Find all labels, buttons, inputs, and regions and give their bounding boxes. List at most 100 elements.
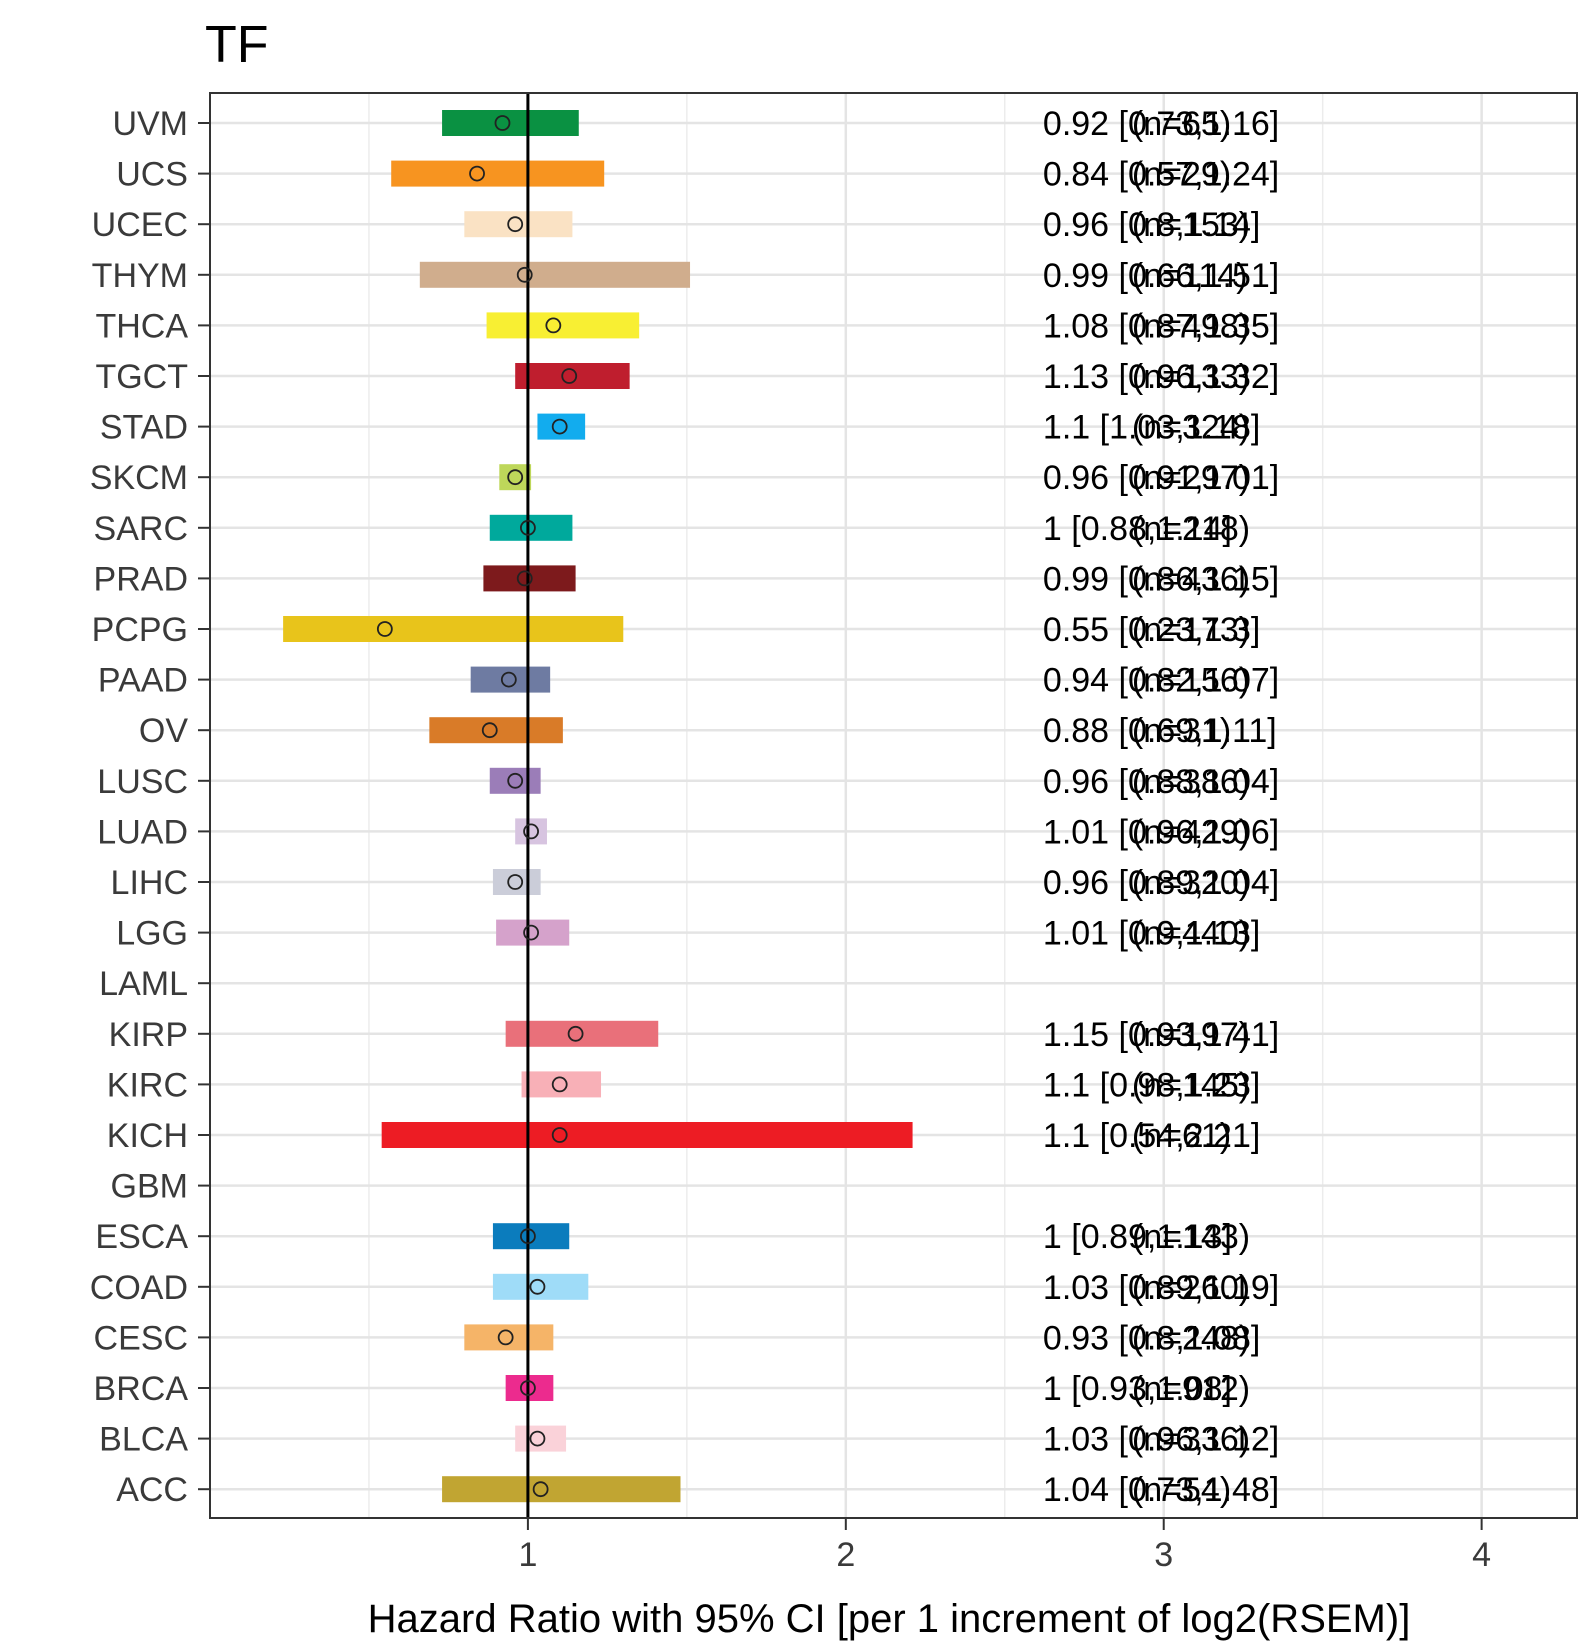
annotations: 0.92 [0.73,1.16](n=65)0.84 [0.57,1.24](n… xyxy=(1043,105,1279,1509)
n-label: (n=320) xyxy=(1132,864,1250,902)
hr-point xyxy=(551,1076,568,1093)
ci-label: 0.88 [0.69,1.11] xyxy=(1043,712,1277,750)
hr-point xyxy=(469,165,485,182)
ci-label: 0.99 [0.86,1.15] xyxy=(1043,560,1279,598)
x-axis-label: Hazard Ratio with 95% CI [per 1 incremen… xyxy=(368,1597,1411,1641)
ci-bars xyxy=(283,110,913,1503)
ci-label: 1 [0.89,1.13] xyxy=(1043,1218,1232,1256)
y-tick-label: LUSC xyxy=(97,763,188,801)
ci-label: 0.92 [0.73,1.16] xyxy=(1043,105,1279,143)
n-label: (n=173) xyxy=(1132,611,1250,649)
n-label: (n=436) xyxy=(1132,560,1250,598)
y-tick-label: UCEC xyxy=(92,206,188,244)
ci-bar xyxy=(492,1273,589,1300)
ci-label: 1.03 [0.89,1.19] xyxy=(1043,1269,1279,1307)
y-tick-label: CESC xyxy=(94,1319,188,1357)
ci-label: 1.04 [0.73,1.48] xyxy=(1043,1471,1279,1509)
ci-bar xyxy=(483,565,576,592)
ci-bar xyxy=(486,312,640,339)
hr-point xyxy=(516,266,533,283)
plot-panel-border xyxy=(209,92,1578,1519)
ci-bar xyxy=(381,1122,913,1148)
hr-point xyxy=(545,317,562,334)
y-tick-label: THCA xyxy=(95,307,188,345)
y-tick-label: KIRC xyxy=(107,1066,188,1104)
ci-label: 1.13 [0.96,1.32] xyxy=(1043,358,1279,396)
y-tick-label: BLCA xyxy=(99,1421,188,1459)
hr-point xyxy=(532,1481,549,1498)
y-tick-label: LIHC xyxy=(111,864,188,902)
ci-bar xyxy=(515,818,547,845)
y-tick-label: LGG xyxy=(116,915,188,953)
n-label: (n=260) xyxy=(1132,1269,1250,1307)
ci-label: 1.01 [0.96,1.06] xyxy=(1043,813,1279,851)
n-label: (n=297) xyxy=(1132,459,1250,497)
y-tick-label: SKCM xyxy=(90,459,188,497)
hr-point xyxy=(551,418,568,435)
ci-label: 0.99 [0.66,1.51] xyxy=(1043,257,1279,295)
n-label: (n=145) xyxy=(1132,1066,1250,1104)
hr-point xyxy=(567,1025,584,1042)
hr-point xyxy=(520,1228,536,1245)
hr-point xyxy=(551,1127,568,1143)
y-tick-label: UCS xyxy=(116,156,188,194)
ci-bar xyxy=(489,514,573,541)
n-label: (n=143) xyxy=(1132,1218,1250,1256)
y-tick-label: KICH xyxy=(107,1117,188,1155)
y-tick-label: COAD xyxy=(90,1269,188,1307)
ci-bar xyxy=(515,363,630,389)
n-label: (n=114) xyxy=(1132,257,1248,295)
ci-bar xyxy=(537,413,586,440)
n-label: (n=912) xyxy=(1132,1370,1250,1408)
y-tick-label: SARC xyxy=(94,510,188,548)
ci-bar xyxy=(391,160,605,187)
ci-label: 0.96 [0.88,1.04] xyxy=(1043,763,1279,801)
hr-point xyxy=(561,368,578,384)
ci-label: 1 [0.93,1.08] xyxy=(1043,1370,1232,1408)
y-tick-label: OV xyxy=(139,712,188,750)
ci-label: 1.15 [0.93,1.41] xyxy=(1043,1016,1279,1054)
y-tick-label: PCPG xyxy=(92,611,188,649)
y-tick-label: LUAD xyxy=(97,813,188,851)
ci-bar xyxy=(470,666,551,693)
ci-bar xyxy=(492,869,541,895)
n-label: (n=429) xyxy=(1132,813,1250,851)
ci-label: 1.08 [0.87,1.35] xyxy=(1043,307,1279,345)
ci-label: 0.96 [0.89,1.04] xyxy=(1043,864,1279,902)
hr-point xyxy=(507,469,524,486)
ci-label: 0.94 [0.82,1.07] xyxy=(1043,662,1279,700)
x-tick-label: 3 xyxy=(1154,1536,1173,1574)
hr-point xyxy=(523,924,539,941)
y-tick-label: THYM xyxy=(92,257,188,295)
n-label: (n=440) xyxy=(1132,915,1250,953)
ci-label: 0.96 [0.91,1.01] xyxy=(1043,459,1279,497)
y-tick-label: STAD xyxy=(100,409,188,447)
ci-bar xyxy=(464,211,573,238)
y-tick-label: GBM xyxy=(111,1168,188,1206)
hr-point xyxy=(529,1430,546,1447)
ci-bar xyxy=(496,919,570,946)
ci-label: 0.55 [0.23,1.3] xyxy=(1043,611,1260,649)
hr-point xyxy=(520,1380,536,1396)
n-label: (n=324) xyxy=(1132,409,1250,447)
ci-bar xyxy=(492,1223,570,1250)
n-label: (n=386) xyxy=(1132,763,1250,801)
n-label: (n=61) xyxy=(1132,1117,1231,1155)
hr-point xyxy=(494,115,511,131)
ci-label: 1.01 [0.9,1.13] xyxy=(1043,915,1260,953)
ci-label: 1.1 [0.54,2.21] xyxy=(1043,1117,1260,1155)
ci-bar xyxy=(419,261,691,288)
ci-bar xyxy=(283,616,624,642)
n-label: (n=197) xyxy=(1132,1016,1250,1054)
hr-point xyxy=(507,216,524,233)
hr-points xyxy=(376,115,584,1498)
n-label: (n=156) xyxy=(1132,662,1250,700)
n-label: (n=153) xyxy=(1132,206,1250,244)
y-tick-label: ESCA xyxy=(95,1218,188,1256)
x-tick-label: 2 xyxy=(836,1536,855,1574)
ci-bar xyxy=(442,1476,681,1503)
n-label: (n=65) xyxy=(1132,105,1231,143)
ci-bar xyxy=(505,1375,554,1401)
ci-label: 0.96 [0.8,1.14] xyxy=(1043,206,1260,244)
